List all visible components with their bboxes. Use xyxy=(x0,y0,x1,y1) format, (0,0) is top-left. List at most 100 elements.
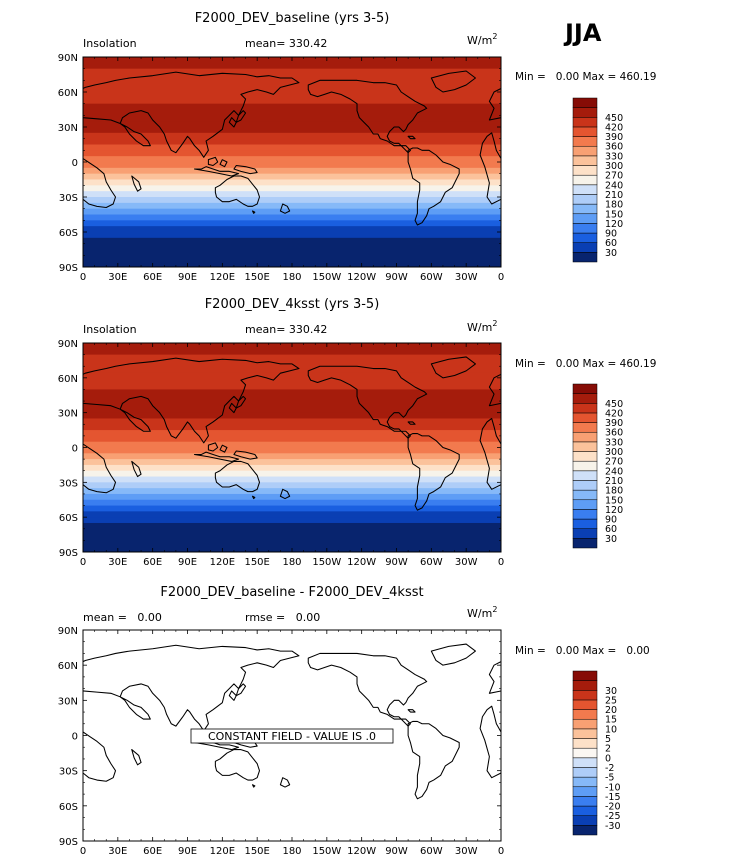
field-band xyxy=(83,156,501,163)
field-band xyxy=(83,488,501,495)
colorbar-label: 390 xyxy=(605,418,623,429)
colorbar-box xyxy=(572,107,598,118)
x-tick-label: 30E xyxy=(108,557,127,568)
x-tick-label: 180 xyxy=(282,272,301,283)
colorbar-box xyxy=(572,155,598,166)
y-tick-label: 0 xyxy=(72,444,78,455)
y-tick-label: 90N xyxy=(58,339,78,350)
x-tick-label: 0 xyxy=(80,272,86,283)
map-axes: 0 30E 60E 90E 120E 150E 180 150W 120W 90W 60W 30W 09… xyxy=(58,339,504,568)
colorbar-label: 270 xyxy=(605,171,623,182)
y-tick-label: 0 xyxy=(72,732,78,743)
units-label: W/m2 xyxy=(467,605,497,620)
colorbar-label: -5 xyxy=(605,773,614,784)
x-tick-label: 60E xyxy=(143,846,162,857)
colorbar-box xyxy=(572,203,598,215)
colorbar-box xyxy=(572,117,598,128)
field-band xyxy=(83,232,501,239)
x-tick-label: 150E xyxy=(244,557,269,568)
y-tick-label: 90N xyxy=(58,53,78,64)
mean-label: mean= 330.42 xyxy=(245,37,327,50)
colorbar-box xyxy=(572,223,598,234)
colorbar-label: 90 xyxy=(605,229,617,240)
colorbar-label: 450 xyxy=(605,399,623,410)
x-tick-label: 90E xyxy=(178,272,197,283)
colorbar-label: 10 xyxy=(605,724,617,735)
x-tick-label: 0 xyxy=(498,846,504,857)
x-tick-label: 30W xyxy=(455,557,478,568)
mean-label: mean= 330.42 xyxy=(245,323,327,336)
colorbar-box xyxy=(572,431,598,443)
x-tick-label: 30W xyxy=(455,846,478,857)
panel-title: F2000_DEV_baseline - F2000_DEV_4ksst xyxy=(160,585,423,600)
map-axes: 0 30E 60E 90E 120E 150E 180 150W 120W 90W 60W 30W 09… xyxy=(58,626,504,857)
x-tick-label: 60E xyxy=(143,557,162,568)
field-band xyxy=(83,115,501,122)
y-tick-label: 30N xyxy=(58,409,78,420)
field-band xyxy=(83,412,501,420)
minmax-label: Min = 0.00 Max = 0.00 xyxy=(515,645,650,657)
field-band xyxy=(83,482,501,489)
colorbar-label: 210 xyxy=(605,476,623,487)
y-tick-label: 90S xyxy=(59,837,78,848)
y-tick-label: 30N xyxy=(58,696,78,707)
field-bands xyxy=(83,343,501,552)
panel-baseline: F2000_DEV_baseline (yrs 3-5) Insolation … xyxy=(58,11,657,283)
x-tick-label: 150E xyxy=(244,272,269,283)
x-tick-label: 120E xyxy=(210,557,235,568)
field-band xyxy=(83,406,501,414)
colorbar-box xyxy=(572,213,598,224)
field-band xyxy=(83,179,501,186)
field-band xyxy=(83,255,501,267)
field-band xyxy=(83,144,501,151)
x-tick-label: 0 xyxy=(80,846,86,857)
colorbar-label: 330 xyxy=(605,437,623,448)
colorbar-box xyxy=(572,242,598,253)
panel-title: F2000_DEV_4ksst (yrs 3-5) xyxy=(205,297,380,312)
colorbar-box xyxy=(572,136,598,147)
field-band xyxy=(83,418,501,425)
colorbar-box xyxy=(572,422,598,433)
x-tick-label: 60W xyxy=(420,846,443,857)
colorbar-label: 180 xyxy=(605,200,623,211)
colorbar-label: 30 xyxy=(605,248,617,259)
y-tick-label: 90S xyxy=(59,263,78,274)
field-band xyxy=(83,389,501,396)
colorbar-label: -15 xyxy=(605,792,621,803)
field-band xyxy=(83,430,501,437)
colorbar-label: 360 xyxy=(605,428,623,439)
field-band xyxy=(83,470,501,478)
field-band xyxy=(83,185,501,192)
field-label: Insolation xyxy=(83,37,137,50)
colorbar-label: 210 xyxy=(605,190,623,201)
colorbar: 3060901201501802102402703003303603904204… xyxy=(572,97,623,263)
colorbar-box xyxy=(572,252,598,263)
colorbar-box xyxy=(572,509,598,520)
field-band xyxy=(83,208,501,216)
x-tick-label: 30W xyxy=(455,272,478,283)
field-band xyxy=(83,505,501,512)
colorbar-label: 240 xyxy=(605,180,623,191)
colorbar-box xyxy=(572,786,598,797)
y-tick-label: 30S xyxy=(59,193,78,204)
colorbar-box xyxy=(572,757,598,768)
field-band xyxy=(83,92,501,99)
colorbar-label: 30 xyxy=(605,534,617,545)
colorbar-label: 150 xyxy=(605,495,623,506)
field-band xyxy=(83,68,501,76)
map-axes: 0 30E 60E 90E 120E 150E 180 150W 120W 90W 60W 30W 09… xyxy=(58,53,504,283)
x-tick-label: 60W xyxy=(420,557,443,568)
field-band xyxy=(83,441,501,449)
field-band xyxy=(83,435,501,443)
colorbar-box xyxy=(572,393,598,404)
colorbar-box xyxy=(572,538,598,549)
x-tick-label: 120W xyxy=(347,846,376,857)
colorbar-box xyxy=(572,451,598,462)
colorbar-label: 450 xyxy=(605,113,623,124)
colorbar: 3060901201501802102402703003303603904204… xyxy=(572,383,623,549)
colorbar-label: 0 xyxy=(605,753,611,764)
colorbar-box xyxy=(572,232,598,243)
colorbar-box xyxy=(572,126,598,137)
colorbar-label: 300 xyxy=(605,447,623,458)
